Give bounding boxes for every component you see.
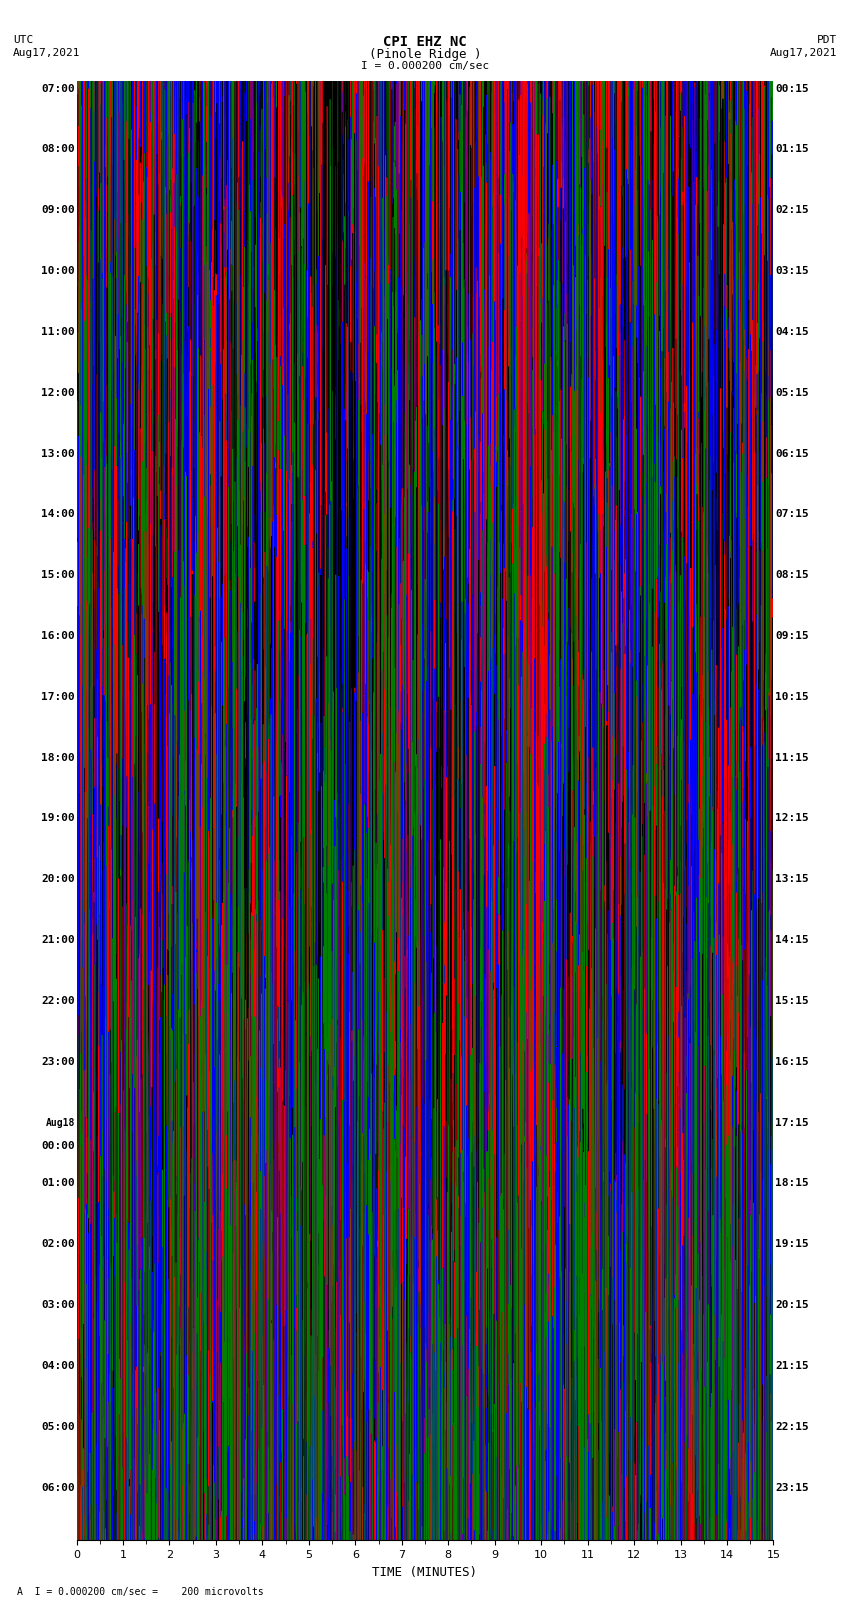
Text: 06:15: 06:15	[775, 448, 808, 458]
Text: 03:00: 03:00	[42, 1300, 75, 1310]
Text: 22:15: 22:15	[775, 1421, 808, 1432]
Text: I = 0.000200 cm/sec: I = 0.000200 cm/sec	[361, 61, 489, 71]
Text: 06:00: 06:00	[42, 1482, 75, 1492]
Text: 16:00: 16:00	[42, 631, 75, 640]
Text: 10:15: 10:15	[775, 692, 808, 702]
Text: 14:15: 14:15	[775, 936, 808, 945]
Text: 15:15: 15:15	[775, 995, 808, 1007]
Text: 02:15: 02:15	[775, 205, 808, 215]
Text: 19:15: 19:15	[775, 1239, 808, 1248]
Text: 23:15: 23:15	[775, 1482, 808, 1492]
Text: 11:15: 11:15	[775, 753, 808, 763]
Text: 10:00: 10:00	[42, 266, 75, 276]
Text: CPI EHZ NC: CPI EHZ NC	[383, 35, 467, 50]
Text: 20:15: 20:15	[775, 1300, 808, 1310]
Text: 17:00: 17:00	[42, 692, 75, 702]
Text: 11:00: 11:00	[42, 327, 75, 337]
Text: 00:15: 00:15	[775, 84, 808, 94]
Text: 16:15: 16:15	[775, 1057, 808, 1066]
Text: 21:00: 21:00	[42, 936, 75, 945]
Text: 01:15: 01:15	[775, 145, 808, 155]
Text: 05:15: 05:15	[775, 387, 808, 398]
Text: 00:00: 00:00	[42, 1140, 75, 1152]
Text: 09:15: 09:15	[775, 631, 808, 640]
Text: 14:00: 14:00	[42, 510, 75, 519]
Text: 07:15: 07:15	[775, 510, 808, 519]
Text: 03:15: 03:15	[775, 266, 808, 276]
Text: UTC: UTC	[13, 35, 33, 45]
Text: 13:00: 13:00	[42, 448, 75, 458]
Text: 20:00: 20:00	[42, 874, 75, 884]
X-axis label: TIME (MINUTES): TIME (MINUTES)	[372, 1566, 478, 1579]
Text: 02:00: 02:00	[42, 1239, 75, 1248]
Text: PDT: PDT	[817, 35, 837, 45]
Text: 19:00: 19:00	[42, 813, 75, 824]
Text: Aug18: Aug18	[46, 1118, 75, 1127]
Text: Aug17,2021: Aug17,2021	[13, 48, 80, 58]
Text: 05:00: 05:00	[42, 1421, 75, 1432]
Text: 22:00: 22:00	[42, 995, 75, 1007]
Text: 09:00: 09:00	[42, 205, 75, 215]
Text: 01:00: 01:00	[42, 1179, 75, 1189]
Text: 18:15: 18:15	[775, 1179, 808, 1189]
Text: 08:00: 08:00	[42, 145, 75, 155]
Text: 04:00: 04:00	[42, 1361, 75, 1371]
Text: 23:00: 23:00	[42, 1057, 75, 1066]
Text: 17:15: 17:15	[775, 1118, 808, 1127]
Text: 15:00: 15:00	[42, 569, 75, 581]
Text: 12:00: 12:00	[42, 387, 75, 398]
Text: Aug17,2021: Aug17,2021	[770, 48, 837, 58]
Text: 08:15: 08:15	[775, 569, 808, 581]
Text: 21:15: 21:15	[775, 1361, 808, 1371]
Text: 12:15: 12:15	[775, 813, 808, 824]
Text: 18:00: 18:00	[42, 753, 75, 763]
Text: 07:00: 07:00	[42, 84, 75, 94]
Text: 13:15: 13:15	[775, 874, 808, 884]
Text: A  I = 0.000200 cm/sec =    200 microvolts: A I = 0.000200 cm/sec = 200 microvolts	[17, 1587, 264, 1597]
Text: 04:15: 04:15	[775, 327, 808, 337]
Text: (Pinole Ridge ): (Pinole Ridge )	[369, 48, 481, 61]
